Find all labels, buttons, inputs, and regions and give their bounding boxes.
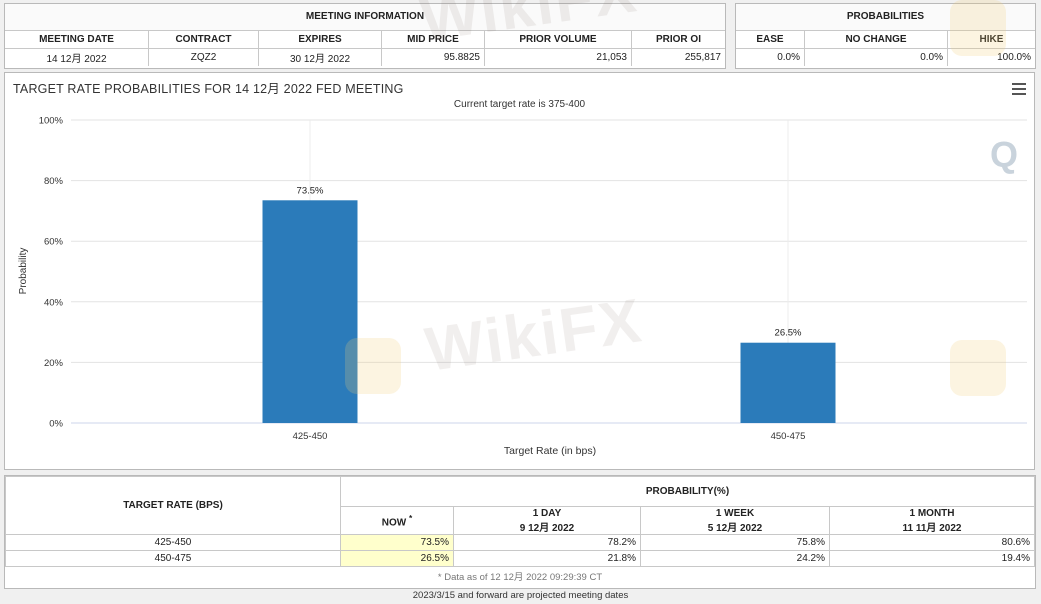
prior-volume-value: 21,053 — [484, 48, 632, 66]
one-day-date: 9 12月 2022 — [519, 522, 575, 534]
y-tick-label: 0% — [49, 419, 63, 430]
bar[interactable] — [740, 342, 836, 423]
probability-table-panel: TARGET RATE (BPS) PROBABILITY(%) NOW * 1… — [4, 475, 1036, 589]
no-change-value: 0.0% — [804, 48, 948, 66]
y-tick-label: 100% — [39, 116, 64, 127]
meeting-info-panel: MEETING INFORMATION MEETING DATE CONTRAC… — [4, 3, 726, 69]
x-axis-label: Target Rate (in bps) — [504, 445, 596, 457]
one-week-cell: 75.8% — [640, 534, 830, 551]
meeting-info-table: MEETING DATE CONTRACT EXPIRES MID PRICE … — [5, 31, 725, 66]
chart-panel: TARGET RATE PROBABILITIES FOR 14 12月 202… — [4, 72, 1035, 470]
header-ease: EASE — [736, 31, 805, 49]
one-month-date: 11 11月 2022 — [902, 522, 962, 534]
one-month-label: 1 MONTH — [909, 507, 955, 519]
one-week-label: 1 WEEK — [715, 507, 755, 519]
probabilities-title: PROBABILITIES — [736, 4, 1035, 31]
one-month-cell: 19.4% — [829, 550, 1035, 567]
prior-oi-value: 255,817 — [684, 52, 721, 63]
footer-note: 2023/3/15 and forward are projected meet… — [412, 590, 629, 601]
probability-header: PROBABILITY(%) — [340, 476, 1035, 507]
rate-cell: 450-475 — [5, 550, 341, 567]
chart-menu-icon[interactable] — [1012, 83, 1026, 95]
header-no-change: NO CHANGE — [804, 31, 948, 49]
ease-value: 0.0% — [736, 48, 805, 66]
bar-data-label: 73.5% — [297, 185, 324, 196]
mid-price-value: 95.8825 — [381, 48, 485, 66]
expires-value: 30 12月 2022 — [258, 48, 382, 66]
now-marker: * — [408, 512, 413, 523]
probabilities-panel: PROBABILITIES EASE NO CHANGE HIKE 0.0% 0… — [735, 3, 1036, 69]
header-prior-oi: PRIOR OI — [631, 31, 725, 49]
bar-data-label: 26.5% — [775, 328, 802, 339]
chart-title: TARGET RATE PROBABILITIES FOR 14 12月 202… — [13, 82, 404, 96]
meeting-info-title: MEETING INFORMATION — [5, 4, 725, 31]
y-tick-label: 80% — [44, 176, 64, 187]
one-week-header: 1 WEEK 5 12月 2022 — [640, 506, 830, 535]
header-contract: CONTRACT — [148, 31, 259, 49]
chart-gridlines — [71, 119, 1027, 424]
chart-labels: 0% 20% 40% 60% 80% 100% 73.5% 425-450 26.5% 450-4… — [39, 116, 806, 443]
chart-bars — [262, 200, 836, 423]
table-row: 450-475 26.5% 21.8% 24.2% 19.4% — [5, 550, 1035, 567]
now-header: NOW * — [340, 506, 454, 535]
header-expires: EXPIRES — [258, 31, 382, 49]
header-hike: HIKE — [947, 31, 1035, 49]
q-logo-icon: Q — [990, 134, 1018, 175]
hike-value: 100.0% — [997, 52, 1031, 63]
rate-cell: 425-450 — [5, 534, 341, 551]
x-tick-label: 450-475 — [771, 431, 806, 442]
svg-text:Q: Q — [990, 134, 1018, 175]
now-cell: 26.5% — [340, 550, 454, 567]
now-label: NOW — [381, 517, 407, 529]
watermark-logo-icon — [950, 0, 1006, 56]
one-week-cell: 24.2% — [640, 550, 830, 567]
chart-subtitle: Current target rate is 375-400 — [453, 99, 586, 110]
y-tick-label: 20% — [44, 358, 64, 369]
probability-table: TARGET RATE (BPS) PROBABILITY(%) NOW * 1… — [5, 476, 1035, 585]
bar[interactable] — [262, 200, 358, 423]
one-day-cell: 21.8% — [453, 550, 641, 567]
one-week-date: 5 12月 2022 — [707, 522, 763, 534]
now-cell: 73.5% — [340, 534, 454, 551]
one-day-header: 1 DAY 9 12月 2022 — [453, 506, 641, 535]
chart-svg: 0% 20% 40% 60% 80% 100% 73.5% 425-450 26.5% 450-4… — [18, 116, 1027, 457]
y-tick-label: 60% — [44, 237, 64, 248]
target-rate-header: TARGET RATE (BPS) — [5, 476, 341, 535]
data-as-of-note: * Data as of 12 12月 2022 09:29:39 CT — [437, 572, 603, 583]
watermark-logo-icon — [950, 340, 1006, 396]
y-axis-label: Probability — [18, 248, 29, 295]
y-tick-label: 40% — [44, 297, 64, 308]
one-day-cell: 78.2% — [453, 534, 641, 551]
one-month-cell: 80.6% — [829, 534, 1035, 551]
header-meeting-date: MEETING DATE — [5, 31, 149, 49]
probabilities-table: EASE NO CHANGE HIKE 0.0% 0.0% 100.0% — [736, 31, 1035, 66]
watermark-logo-icon — [345, 338, 401, 394]
one-day-label: 1 DAY — [532, 507, 562, 519]
header-mid-price: MID PRICE — [381, 31, 485, 49]
header-prior-volume: PRIOR VOLUME — [484, 31, 632, 49]
meeting-date-value: 14 12月 2022 — [5, 48, 149, 66]
one-month-header: 1 MONTH 11 11月 2022 — [829, 506, 1035, 535]
x-tick-label: 425-450 — [293, 431, 328, 442]
table-row: 425-450 73.5% 78.2% 75.8% 80.6% — [5, 534, 1035, 551]
contract-value: ZQZ2 — [148, 48, 259, 66]
